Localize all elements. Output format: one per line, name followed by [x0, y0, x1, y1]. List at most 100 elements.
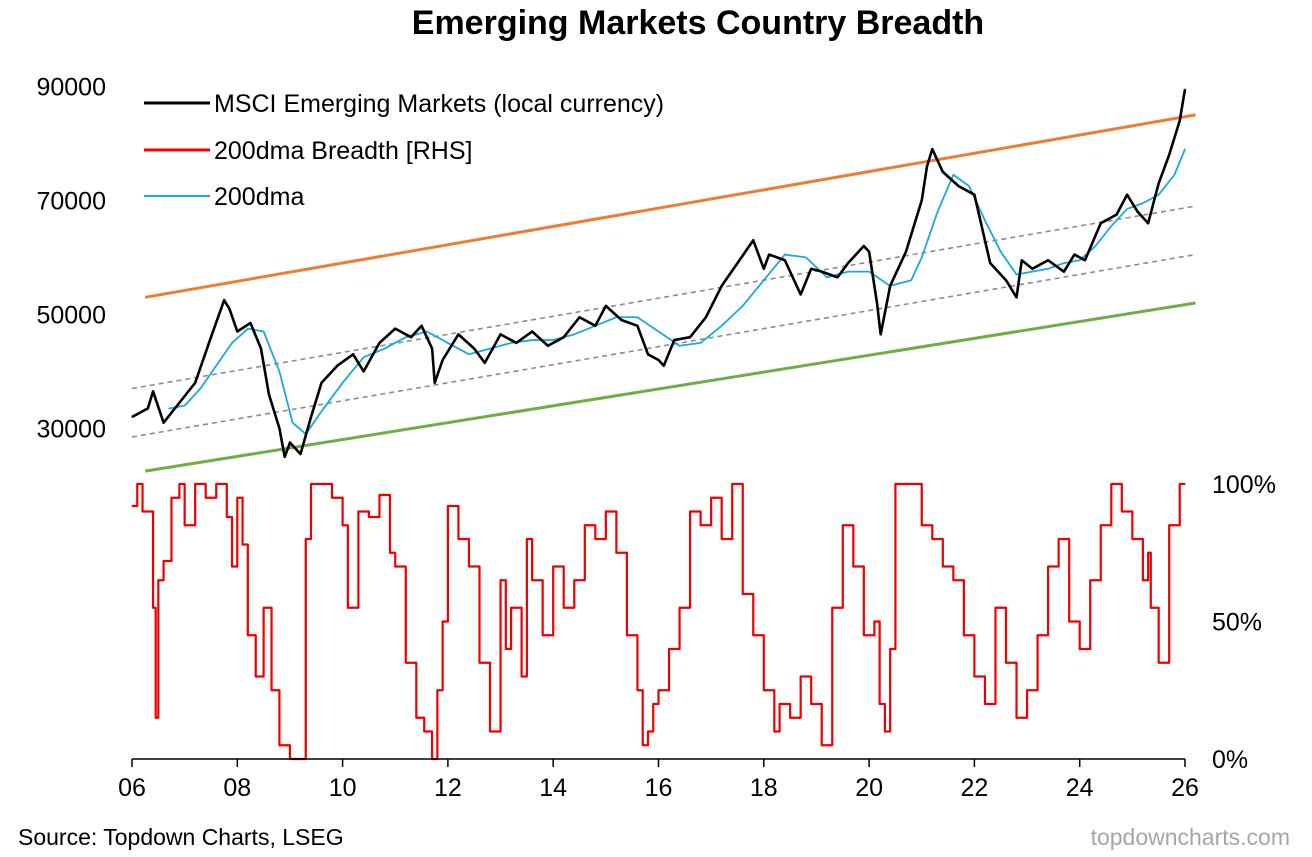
breadth-line-point — [615, 552, 617, 554]
x-tick-label: 26 — [1171, 774, 1199, 802]
breadth-line-point — [952, 579, 954, 581]
dma-line-point — [231, 342, 233, 344]
msci-em-line-point — [752, 239, 754, 241]
legend-label-dma: 200dma — [214, 183, 304, 211]
msci-em-line-point — [836, 276, 839, 278]
msci-em-line-point — [352, 353, 354, 355]
breadth-line-point — [436, 689, 438, 691]
dma-line-point — [1063, 262, 1065, 264]
msci-em-line-point — [152, 390, 154, 392]
left-axis-ticks: 90000 70000 50000 30000 — [36, 73, 106, 443]
msci-em-line-point — [260, 348, 262, 350]
msci-em-line-point — [236, 330, 238, 333]
msci-em-line-point — [821, 271, 823, 273]
breadth-line-point — [873, 620, 875, 623]
dma-line-point — [489, 348, 491, 350]
dma-line-point — [910, 279, 912, 281]
dma-line-point — [763, 279, 765, 281]
breadth-line-point — [678, 607, 681, 609]
dma-line-point — [1079, 259, 1081, 261]
breadth-line-point — [226, 516, 228, 518]
msci-em-line-point — [578, 316, 581, 318]
breadth-line-point — [652, 703, 654, 705]
msci-em-line-point — [868, 251, 870, 253]
dma-line-point — [278, 370, 281, 372]
dma-line-point — [636, 316, 639, 318]
breadth-line-point — [389, 552, 391, 554]
breadth-line-point — [984, 703, 986, 705]
breadth-line-point — [157, 579, 159, 581]
msci-em-line-point — [1158, 182, 1160, 184]
dma-line-point — [552, 339, 554, 341]
breadth-line-point — [468, 565, 470, 568]
msci-em-line-point — [442, 359, 444, 361]
x-tick-label: 08 — [223, 774, 251, 802]
breadth-line-point — [152, 607, 154, 609]
dma-line-point — [784, 253, 786, 256]
dma-line-point — [1015, 273, 1018, 276]
breadth-line-point — [347, 607, 349, 609]
breadth-line-point — [205, 497, 207, 499]
breadth-line-point — [1158, 662, 1160, 664]
msci-em-line-point — [320, 382, 323, 384]
msci-em-line-point — [1005, 279, 1007, 281]
breadth-line-point — [521, 675, 523, 678]
x-tick-label: 24 — [1066, 774, 1094, 802]
msci-em-line-point — [931, 148, 933, 150]
msci-em-line-point — [299, 453, 302, 455]
msci-em-line-point — [531, 330, 533, 333]
msci-em-line-point — [594, 325, 596, 327]
breadth-line-point — [526, 538, 528, 540]
msci-em-line-point — [647, 353, 649, 355]
breadth-line-point — [331, 497, 333, 499]
left-y-tick-label: 90000 — [36, 73, 106, 101]
breadth-line-point — [305, 538, 307, 540]
legend-label-breadth: 200dma Breadth [RHS] — [214, 137, 472, 165]
breadth-line-point — [457, 538, 460, 540]
dma-line-point — [184, 405, 186, 407]
dma-line-point — [1142, 202, 1144, 204]
msci-em-line-point — [1179, 120, 1181, 122]
msci-em-line-point — [847, 262, 849, 264]
dma-series-group — [168, 148, 1186, 436]
breadth-line-point — [447, 505, 449, 507]
breadth-line-point — [742, 593, 744, 595]
dma-line-point — [531, 339, 533, 341]
msci-em-line-point — [310, 416, 312, 418]
breadth-line-point — [499, 579, 502, 581]
msci-em-line-point — [1115, 214, 1118, 216]
breadth-line-point — [162, 560, 165, 562]
breadth-line-point — [405, 662, 407, 664]
left-y-tick-label: 30000 — [36, 415, 106, 443]
breadth-line-point — [236, 497, 238, 499]
breadth-line-point — [1005, 662, 1007, 664]
breadth-line-point — [131, 505, 133, 507]
breadth-line-point — [563, 607, 565, 609]
msci-em-line-point — [228, 308, 231, 310]
breadth-line-point — [194, 483, 196, 485]
breadth-line-point — [1168, 524, 1170, 526]
dma-line-point — [868, 271, 870, 273]
breadth-line-point — [552, 565, 554, 568]
dma-line-point — [678, 345, 681, 347]
left-y-tick-label: 50000 — [36, 301, 106, 329]
dma-line-point — [1047, 268, 1049, 270]
dma-line-point — [742, 305, 744, 307]
msci-em-line-point — [457, 333, 460, 335]
msci-em-line-point — [1031, 268, 1033, 270]
msci-em-line-point — [1147, 222, 1149, 224]
breadth-line-point — [863, 634, 865, 636]
msci-em-line-point — [178, 402, 180, 404]
breadth-line-point — [510, 607, 512, 609]
msci-em-line-point — [210, 336, 212, 338]
breadth-line-point — [731, 483, 733, 485]
breadth-line-point — [378, 494, 381, 496]
breadth-line-point — [215, 483, 217, 485]
dma-line-point — [700, 342, 702, 344]
dma-line-point — [168, 407, 170, 410]
breadth-line-point — [542, 634, 544, 636]
breadth-line-point — [879, 703, 881, 705]
breadth-line-point — [1100, 524, 1102, 526]
breadth-line-point — [1089, 579, 1091, 581]
msci-em-line-point — [1184, 88, 1186, 90]
